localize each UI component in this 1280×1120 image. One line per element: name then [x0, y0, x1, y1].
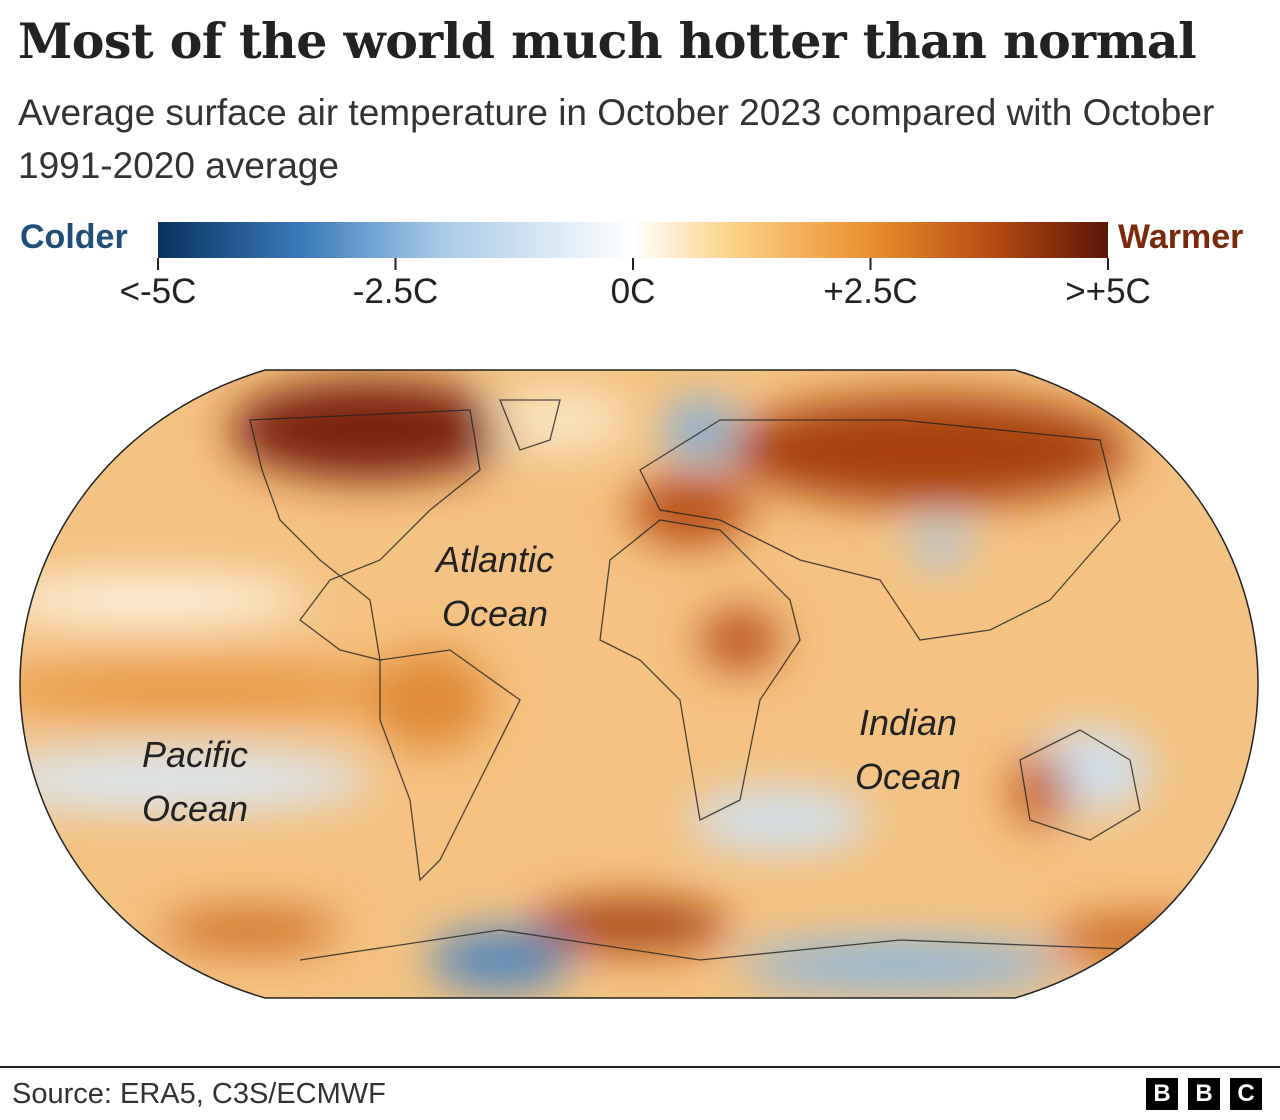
tick-label: <-5C — [119, 272, 197, 311]
tick-label: 0C — [610, 272, 656, 311]
map: Atlantic Ocean Pacific Ocean Indian Ocean — [19, 369, 1259, 999]
temperature-field — [20, 370, 1258, 998]
tick-label: >+5C — [1065, 272, 1151, 311]
title: Most of the world much hotter than norma… — [18, 12, 1197, 70]
tick-label: +2.5C — [823, 272, 918, 311]
ocean-label: Atlantic — [434, 539, 554, 580]
ocean-label: Ocean — [142, 788, 248, 829]
source: Source: ERA5, C3S/ECMWF — [12, 1078, 386, 1110]
ocean-label: Pacific — [142, 734, 248, 775]
ocean-label: Ocean — [855, 756, 961, 797]
tick-label: -2.5C — [352, 272, 439, 311]
logo-letter: B — [1188, 1078, 1220, 1110]
legend-right-label: Warmer — [1118, 218, 1244, 256]
color-scale — [157, 222, 1109, 270]
ocean-label: Indian — [859, 702, 957, 743]
map-outline — [19, 369, 1259, 999]
subtitle: Average surface air temperature in Octob… — [18, 92, 1215, 186]
footer-rule — [0, 1066, 1280, 1068]
color-bar — [158, 222, 1108, 258]
logo-letter: C — [1230, 1078, 1262, 1110]
legend-left-label: Colder — [20, 218, 128, 256]
ocean-label: Ocean — [442, 593, 548, 634]
logo-letter: B — [1146, 1078, 1178, 1110]
